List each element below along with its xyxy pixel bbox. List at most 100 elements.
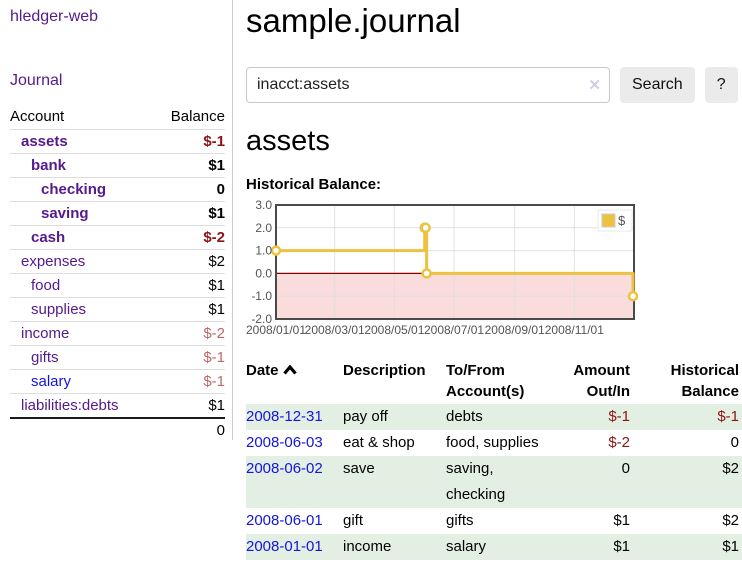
- chart-x-tick-label: 2008/05/01: [364, 323, 424, 337]
- transaction-amount: $1: [613, 538, 630, 555]
- transaction-date-link[interactable]: 2008-12-31: [246, 408, 323, 425]
- chart-data-point: [270, 245, 282, 256]
- transaction-accounts: salary: [446, 538, 487, 555]
- chart-data-point: [421, 268, 432, 279]
- sort-asc-icon: [282, 364, 297, 375]
- balance-column-header: Balance: [153, 104, 225, 130]
- main-content: sample.journal ✕ Search ? assets Histori…: [233, 0, 742, 582]
- description-column-header: Description: [343, 362, 426, 379]
- chart-x-tick-label: 2008/01/01: [246, 323, 306, 337]
- accounts-table-header-row: Account Balance: [10, 104, 225, 130]
- search-row: ✕ Search ?: [246, 67, 742, 103]
- account-balance: $-2: [153, 225, 225, 250]
- account-row: supplies $1: [10, 297, 225, 322]
- historical-balance-chart: $3.0 2.0 1.0 0.0 -1.0 -2.0 2008/01/01 2008/03/0…: [246, 198, 742, 347]
- account-row: gifts $-1: [10, 345, 225, 370]
- transaction-accounts: debts: [446, 408, 483, 425]
- transaction-date-link[interactable]: 2008-06-03: [246, 434, 323, 451]
- transaction-date-link[interactable]: 2008-06-01: [246, 512, 323, 529]
- account-row: checking 0: [10, 177, 225, 202]
- transaction-amount: $-1: [608, 408, 630, 425]
- transaction-row: 2008-06-03 eat & shop food, supplies $-2 0: [246, 430, 742, 456]
- account-link[interactable]: checking: [41, 181, 107, 198]
- chart-x-tick-label: 2008/03/01: [305, 323, 365, 337]
- account-row: bank $1: [10, 153, 225, 178]
- chart-x-tick-label: 2008/11/01: [545, 323, 604, 337]
- account-row: food $1: [10, 273, 225, 298]
- account-link[interactable]: gifts: [31, 349, 59, 366]
- chart-plot-border: [275, 204, 635, 320]
- transaction-accounts: gifts: [446, 512, 474, 529]
- account-link[interactable]: liabilities:debts: [21, 397, 119, 414]
- chart-heading: Historical Balance:: [246, 176, 382, 193]
- chart-y-tick-label: 1.0: [255, 244, 272, 258]
- transaction-balance: $1: [722, 538, 739, 555]
- transaction-row: 2008-12-31 pay off debts $-1 $-1: [246, 404, 742, 430]
- account-link[interactable]: supplies: [31, 301, 87, 318]
- account-balance: 0: [153, 177, 225, 202]
- transaction-row: 2008-06-01 gift gifts $1 $2: [246, 508, 742, 534]
- transaction-balance: $-1: [717, 408, 739, 425]
- account-row: salary $-1: [10, 369, 225, 394]
- account-link[interactable]: cash: [31, 229, 66, 246]
- transaction-description: gift: [343, 512, 364, 529]
- transaction-row: 2008-01-01 income salary $1 $1: [246, 534, 742, 560]
- chart-data-point: [627, 290, 639, 302]
- account-link[interactable]: assets: [21, 133, 68, 150]
- app-title-link[interactable]: hledger-web: [10, 8, 99, 25]
- account-link[interactable]: food: [31, 277, 61, 294]
- transaction-accounts: food, supplies: [446, 434, 539, 451]
- account-row: saving $1: [10, 201, 225, 226]
- account-row: expenses $2: [10, 249, 225, 274]
- search-button[interactable]: Search: [620, 67, 695, 103]
- account-link[interactable]: saving: [41, 205, 89, 222]
- transaction-accounts: saving, checking: [446, 460, 506, 503]
- chart-legend-label: $: [618, 213, 626, 228]
- transaction-amount: $-2: [608, 434, 630, 451]
- transaction-date-link[interactable]: 2008-06-02: [246, 460, 323, 477]
- accounts-table: Account Balance assets $-1 bank $1 checking 0…: [10, 104, 225, 442]
- account-row: liabilities:debts $1: [10, 394, 225, 419]
- transaction-date-link[interactable]: 2008-01-01: [246, 538, 323, 555]
- account-balance: $1: [153, 297, 225, 322]
- clear-search-icon[interactable]: ✕: [588, 77, 601, 94]
- register-header-row: Date Description To/From Account(s) Amou…: [246, 359, 742, 404]
- transaction-amount: 0: [621, 460, 630, 477]
- account-balance: $-1: [153, 345, 225, 370]
- account-balance: $-1: [153, 129, 225, 154]
- chart-y-tick-label: 2.0: [255, 221, 272, 235]
- account-row: income $-2: [10, 321, 225, 346]
- search-wrap: ✕: [246, 67, 610, 103]
- account-link[interactable]: income: [21, 325, 70, 342]
- account-balance: $2: [153, 249, 225, 274]
- account-balance: $1: [153, 273, 225, 298]
- account-balance: $-2: [153, 321, 225, 346]
- search-input[interactable]: [246, 67, 610, 103]
- chart-x-tick-label: 2008/09/01: [485, 323, 545, 337]
- transaction-row: 2008-06-02 save saving, checking 0 $2: [246, 456, 742, 508]
- page-title: sample.journal: [246, 2, 461, 39]
- account-heading: assets: [246, 125, 330, 157]
- date-column-header[interactable]: Date: [246, 359, 343, 404]
- account-balance: $1: [153, 153, 225, 178]
- account-link[interactable]: bank: [31, 157, 67, 174]
- register-table: Date Description To/From Account(s) Amou…: [246, 359, 742, 560]
- sidebar: hledger-web Journal Account Balance asse…: [0, 0, 233, 442]
- account-link[interactable]: salary: [31, 373, 72, 390]
- amount-column-header: Amount Out/In: [573, 362, 630, 400]
- register-table-body: 2008-12-31 pay off debts $-1 $-1 2008-06-03 ea…: [246, 404, 742, 560]
- chart-x-tick-label: 2008/07/01: [424, 323, 484, 337]
- account-balance: $-1: [153, 369, 225, 394]
- chart-y-tick-label: -1.0: [251, 289, 272, 303]
- accounts-table-body: assets $-1 bank $1 checking 0 saving $1 cash $-2 e…: [10, 129, 225, 419]
- chart-legend-swatch: [601, 213, 616, 228]
- balance-column-header-main: Historical Balance: [670, 362, 739, 400]
- account-balance: $1: [208, 397, 225, 414]
- help-button[interactable]: ?: [704, 67, 738, 103]
- transaction-description: pay off: [343, 408, 388, 425]
- accounts-total-value: 0: [153, 417, 225, 442]
- transaction-balance: 0: [730, 434, 739, 451]
- account-link[interactable]: expenses: [21, 253, 86, 270]
- chart-y-tick-label: -2.0: [251, 312, 272, 326]
- sidebar-item-journal[interactable]: Journal: [10, 72, 63, 89]
